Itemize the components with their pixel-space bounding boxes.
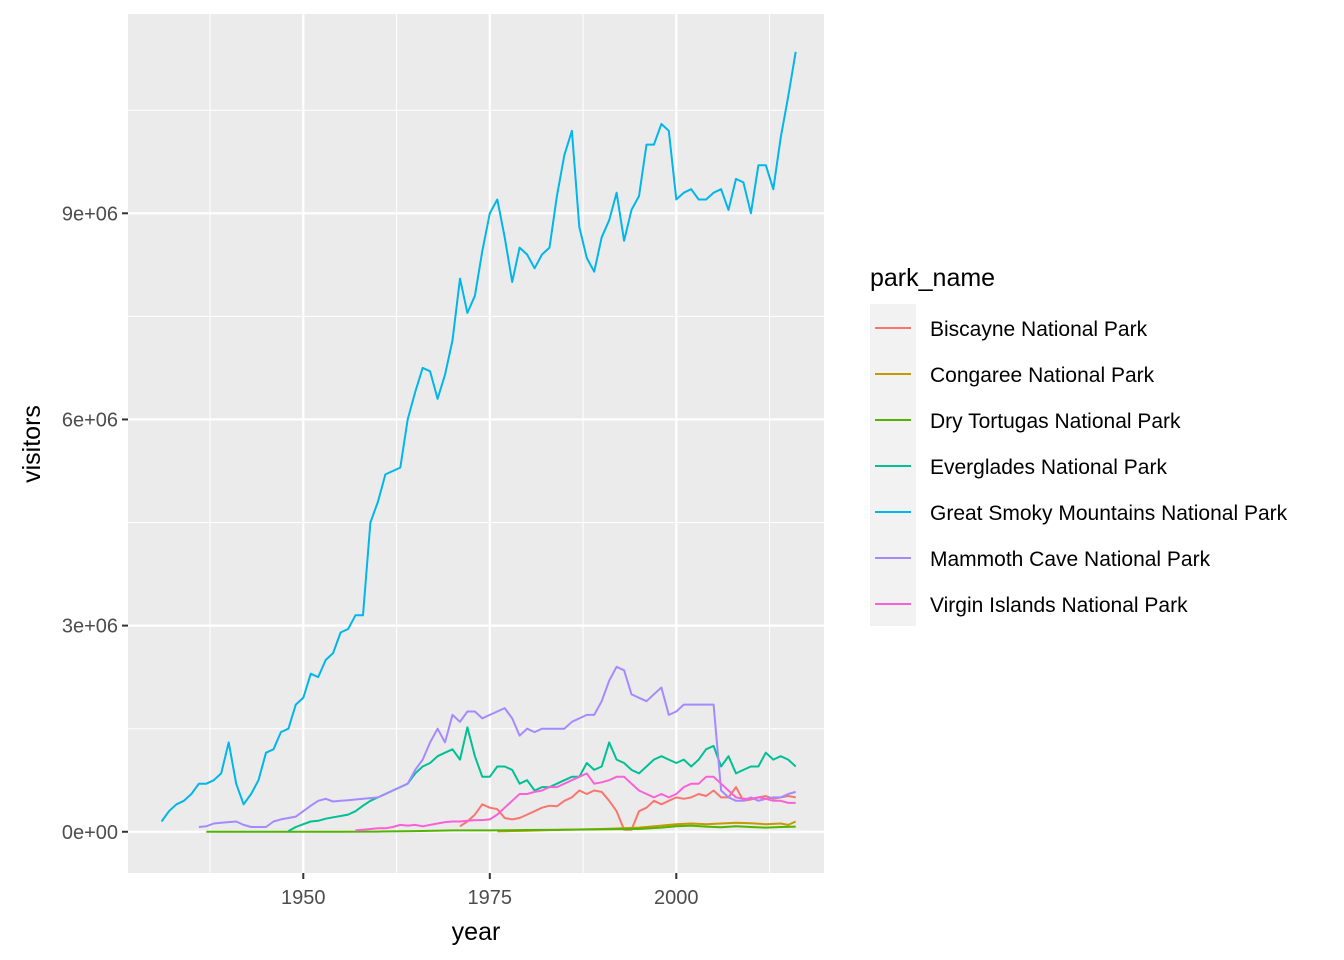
x-tick-label: 1975 xyxy=(468,887,513,909)
y-tick-label: 6e+06 xyxy=(62,409,118,431)
series-line-6 xyxy=(355,772,796,832)
minor-gridlines xyxy=(128,14,824,873)
series-line-4 xyxy=(160,51,797,823)
legend: park_name Biscayne National Park Congaree… xyxy=(870,264,1288,626)
series-line-5 xyxy=(198,665,796,828)
legend-items: Biscayne National Park Congaree National … xyxy=(875,318,1288,617)
legend-label-4: Great Smoky Mountains National Park xyxy=(930,502,1288,525)
legend-label-0: Biscayne National Park xyxy=(930,318,1148,341)
series-line-2 xyxy=(206,824,796,833)
x-tick-label: 2000 xyxy=(654,887,699,909)
plot-panel xyxy=(128,14,824,873)
series-line-3 xyxy=(287,726,797,832)
x-axis: 1950 1975 2000 xyxy=(281,873,699,909)
y-axis-title: visitors xyxy=(18,405,46,483)
legend-label-6: Virgin Islands National Park xyxy=(930,594,1188,617)
y-axis: 0e+00 3e+06 6e+06 9e+06 xyxy=(62,203,128,844)
y-tick-label: 9e+06 xyxy=(62,203,118,225)
legend-title: park_name xyxy=(870,264,995,292)
legend-label-2: Dry Tortugas National Park xyxy=(930,410,1181,433)
series-lines xyxy=(160,51,797,833)
x-axis-title: year xyxy=(452,918,501,946)
legend-label-3: Everglades National Park xyxy=(930,456,1167,479)
y-tick-label: 3e+06 xyxy=(62,616,118,638)
x-tick-label: 1950 xyxy=(281,887,326,909)
legend-label-1: Congaree National Park xyxy=(930,364,1155,387)
y-tick-label: 0e+00 xyxy=(62,822,118,844)
legend-label-5: Mammoth Cave National Park xyxy=(930,548,1211,571)
